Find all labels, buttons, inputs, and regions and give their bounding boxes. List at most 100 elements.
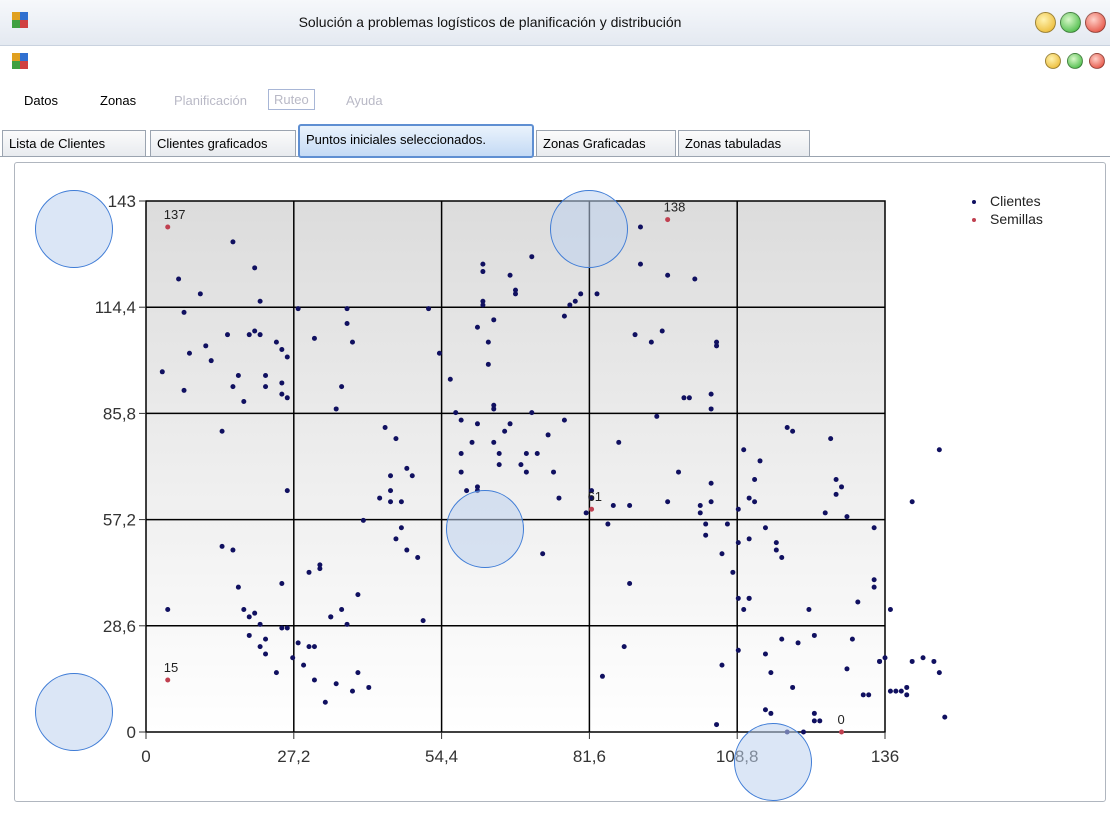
highlight-circle	[35, 190, 113, 268]
client-point	[284, 395, 290, 401]
client-point	[181, 387, 187, 393]
client-point	[567, 302, 573, 308]
child-maximize-button[interactable]	[1067, 53, 1083, 69]
child-close-button[interactable]	[1089, 53, 1105, 69]
client-point	[871, 577, 877, 583]
client-point	[480, 261, 486, 267]
menu-zonas[interactable]: Zonas	[100, 93, 137, 108]
x-tick-label: 136	[871, 747, 899, 766]
seed-point-label: 61	[588, 489, 602, 504]
client-point	[257, 621, 263, 627]
menu-planificacion[interactable]: Planificación	[174, 93, 247, 108]
client-point	[491, 402, 497, 408]
client-point	[931, 658, 937, 664]
client-point	[208, 358, 214, 364]
client-point	[344, 321, 350, 327]
client-point	[681, 395, 687, 401]
client-point	[627, 580, 633, 586]
client-point	[311, 677, 317, 683]
tab-zonas-tabuladas[interactable]: Zonas tabuladas	[678, 130, 810, 156]
client-point	[485, 361, 491, 367]
client-point	[480, 269, 486, 275]
client-point	[665, 272, 671, 278]
client-point	[377, 495, 383, 501]
client-point	[393, 536, 399, 542]
client-point	[301, 662, 307, 668]
client-point	[415, 554, 421, 560]
client-point	[241, 606, 247, 612]
client-point	[246, 332, 252, 338]
client-point	[855, 599, 861, 605]
client-point	[257, 298, 263, 304]
client-point	[817, 718, 823, 724]
client-point	[599, 673, 605, 679]
legend-label-clientes: Clientes	[990, 193, 1041, 209]
client-point	[344, 306, 350, 312]
series-semillas: 137 15 61 138 0	[164, 200, 845, 735]
client-point	[295, 640, 301, 646]
tab-zonas-graficadas[interactable]: Zonas Graficadas	[536, 130, 676, 156]
highlight-circle	[550, 190, 628, 268]
client-point	[665, 499, 671, 505]
legend-label-semillas: Semillas	[990, 211, 1043, 227]
tab-lista-de-clientes[interactable]: Lista de Clientes	[2, 130, 146, 156]
client-point	[627, 502, 633, 508]
client-point	[811, 632, 817, 638]
client-point	[279, 391, 285, 397]
client-point	[360, 517, 366, 523]
client-point	[398, 499, 404, 505]
client-point	[719, 551, 725, 557]
client-point	[578, 291, 584, 297]
client-point	[344, 621, 350, 627]
client-point	[898, 688, 904, 694]
highlight-circle	[446, 490, 524, 568]
client-point	[496, 462, 502, 468]
client-point	[708, 480, 714, 486]
client-point	[909, 658, 915, 664]
client-point	[828, 436, 834, 442]
client-point	[735, 506, 741, 512]
client-point	[404, 465, 410, 471]
client-point	[866, 692, 872, 698]
close-button[interactable]	[1085, 12, 1106, 33]
seed-point	[165, 224, 171, 230]
client-point	[502, 428, 508, 434]
client-point	[230, 547, 236, 553]
client-point	[328, 614, 334, 620]
menu-datos[interactable]: Datos	[24, 93, 58, 108]
client-point	[621, 644, 627, 650]
client-point	[513, 287, 518, 293]
client-point	[523, 451, 529, 457]
client-point	[349, 688, 355, 694]
client-point	[779, 554, 785, 560]
child-minimize-button[interactable]	[1045, 53, 1061, 69]
client-point	[762, 707, 768, 713]
menu-ayuda[interactable]: Ayuda	[346, 93, 383, 108]
tab-strip-border	[0, 156, 1110, 157]
maximize-button[interactable]	[1060, 12, 1081, 33]
client-point	[589, 488, 595, 494]
client-point	[822, 510, 828, 516]
menu-ruteo[interactable]: Ruteo	[268, 89, 315, 110]
client-point	[197, 291, 203, 297]
client-point	[605, 521, 611, 527]
legend-marker-clientes	[972, 200, 976, 204]
seed-point	[665, 217, 671, 223]
tab-clientes-graficados[interactable]: Clientes graficados	[150, 130, 296, 156]
x-tick-label: 54,4	[425, 747, 458, 766]
client-point	[714, 339, 720, 345]
minimize-button[interactable]	[1035, 12, 1056, 33]
client-point	[572, 298, 578, 304]
client-point	[225, 332, 231, 338]
client-point	[844, 666, 850, 672]
client-point	[632, 332, 638, 338]
client-point	[176, 276, 182, 282]
client-point	[768, 670, 774, 676]
client-point	[388, 473, 394, 479]
client-point	[257, 332, 263, 338]
client-point	[393, 436, 399, 442]
client-point	[790, 684, 796, 690]
tab-puntos-iniciales[interactable]: Puntos iniciales seleccionados.	[298, 124, 534, 158]
axes: 0027,228,654,457,281,685,8108,8114,41361…	[95, 192, 899, 766]
client-point	[306, 644, 312, 650]
